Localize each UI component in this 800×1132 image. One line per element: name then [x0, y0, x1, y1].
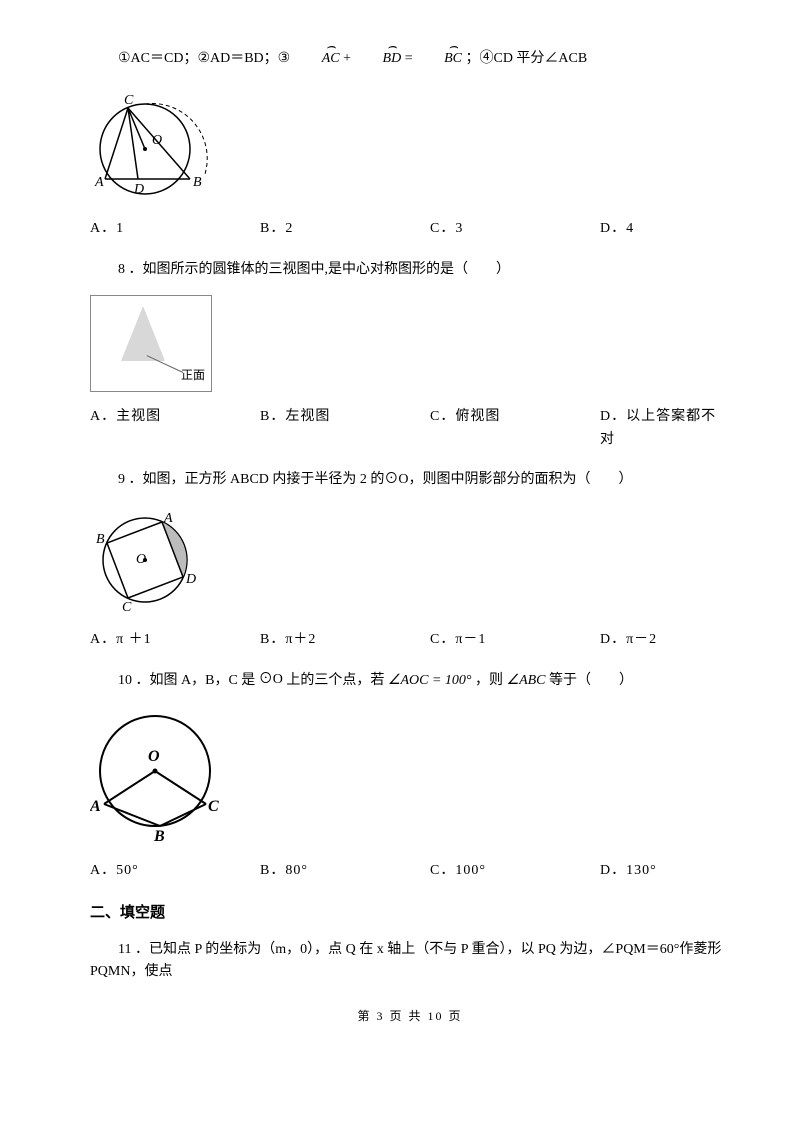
- q10-circ: ⊙O: [259, 672, 283, 687]
- q10-opt-a: A．50°: [90, 860, 260, 882]
- q8-opt-a: A．主视图: [90, 406, 260, 451]
- q9-figure: O A B C D: [90, 505, 730, 615]
- svg-text:B: B: [96, 532, 105, 547]
- arc-bc: BC: [416, 48, 462, 70]
- svg-text:A: A: [163, 511, 173, 526]
- q10-angle: ∠AOC = 100°: [388, 673, 472, 688]
- q8-text: 8 ．如图所示的圆锥体的三视图中,是中心对称图形的是（ ）: [90, 259, 730, 281]
- q10-tail: 等于（ ）: [549, 673, 633, 688]
- q7-options: A．1 B．2 C．3 D．4: [90, 218, 730, 240]
- svg-text:C: C: [124, 93, 134, 108]
- q10-figure: O A C B: [90, 706, 730, 846]
- svg-text:D: D: [185, 572, 196, 587]
- section-2-title: 二、填空题: [90, 901, 730, 925]
- page-footer: 第 3 页 共 10 页: [90, 1007, 730, 1026]
- svg-text:C: C: [208, 798, 219, 815]
- svg-text:C: C: [122, 600, 132, 615]
- q8-opt-d: D．以上答案都不对: [600, 406, 730, 451]
- q8-figure: 正面: [90, 295, 730, 392]
- q7-pre: ①AC＝CD；②AD＝BD；③: [118, 51, 290, 66]
- arc-bd: BD: [355, 48, 402, 70]
- q7-eq: =: [405, 51, 416, 66]
- q9-options: A．π ＋1 B．π＋2 C．π－1 D．π－2: [90, 629, 730, 651]
- q10-opt-d: D．130°: [600, 860, 730, 882]
- svg-text:D: D: [133, 182, 144, 197]
- q8-opt-b: B．左视图: [260, 406, 430, 451]
- svg-text:B: B: [193, 175, 202, 190]
- q10-text: 10 ．如图 A，B，C 是 ⊙O 上的三个点，若 ∠AOC = 100° ，则…: [90, 670, 730, 692]
- svg-text:O: O: [148, 748, 160, 765]
- q7-opt-d: D．4: [600, 218, 730, 240]
- q10-mid2: ，则: [475, 673, 503, 688]
- q10-mid: 上的三个点，若: [286, 673, 384, 688]
- q10-opt-b: B．80°: [260, 860, 430, 882]
- q10-opt-c: C．100°: [430, 860, 600, 882]
- q7-plus: +: [343, 51, 354, 66]
- q7-opt-c: C．3: [430, 218, 600, 240]
- q11-text: 11 ．已知点 P 的坐标为（m，0），点 Q 在 x 轴上（不与 P 重合），…: [90, 939, 730, 984]
- q9-opt-d: D．π－2: [600, 629, 730, 651]
- svg-text:A: A: [94, 175, 104, 190]
- arc-ac: AC: [294, 48, 340, 70]
- q10-angle2: ∠ABC: [507, 673, 546, 688]
- svg-text:O: O: [136, 552, 146, 567]
- q7-opt-a: A．1: [90, 218, 260, 240]
- q9-text: 9 ．如图，正方形 ABCD 内接于半径为 2 的⊙O，则图中阴影部分的面积为（…: [90, 469, 730, 491]
- q7-statement: ①AC＝CD；②AD＝BD；③ AC + BD = BC ；④CD 平分∠ACB: [90, 48, 730, 70]
- q9-opt-b: B．π＋2: [260, 629, 430, 651]
- svg-text:O: O: [152, 133, 162, 148]
- q7-figure: C O A D B: [90, 84, 730, 204]
- q10-pre: 10 ．如图 A，B，C 是: [118, 673, 255, 688]
- svg-text:B: B: [153, 828, 165, 845]
- svg-text:A: A: [90, 798, 101, 815]
- q8-cone-label: 正面: [181, 366, 205, 385]
- q10-options: A．50° B．80° C．100° D．130°: [90, 860, 730, 882]
- q9-opt-c: C．π－1: [430, 629, 600, 651]
- q7-opt-b: B．2: [260, 218, 430, 240]
- q8-options: A．主视图 B．左视图 C．俯视图 D．以上答案都不对: [90, 406, 730, 451]
- q9-opt-a: A．π ＋1: [90, 629, 260, 651]
- q7-tail: ；④CD 平分∠ACB: [465, 51, 587, 66]
- q8-opt-c: C．俯视图: [430, 406, 600, 451]
